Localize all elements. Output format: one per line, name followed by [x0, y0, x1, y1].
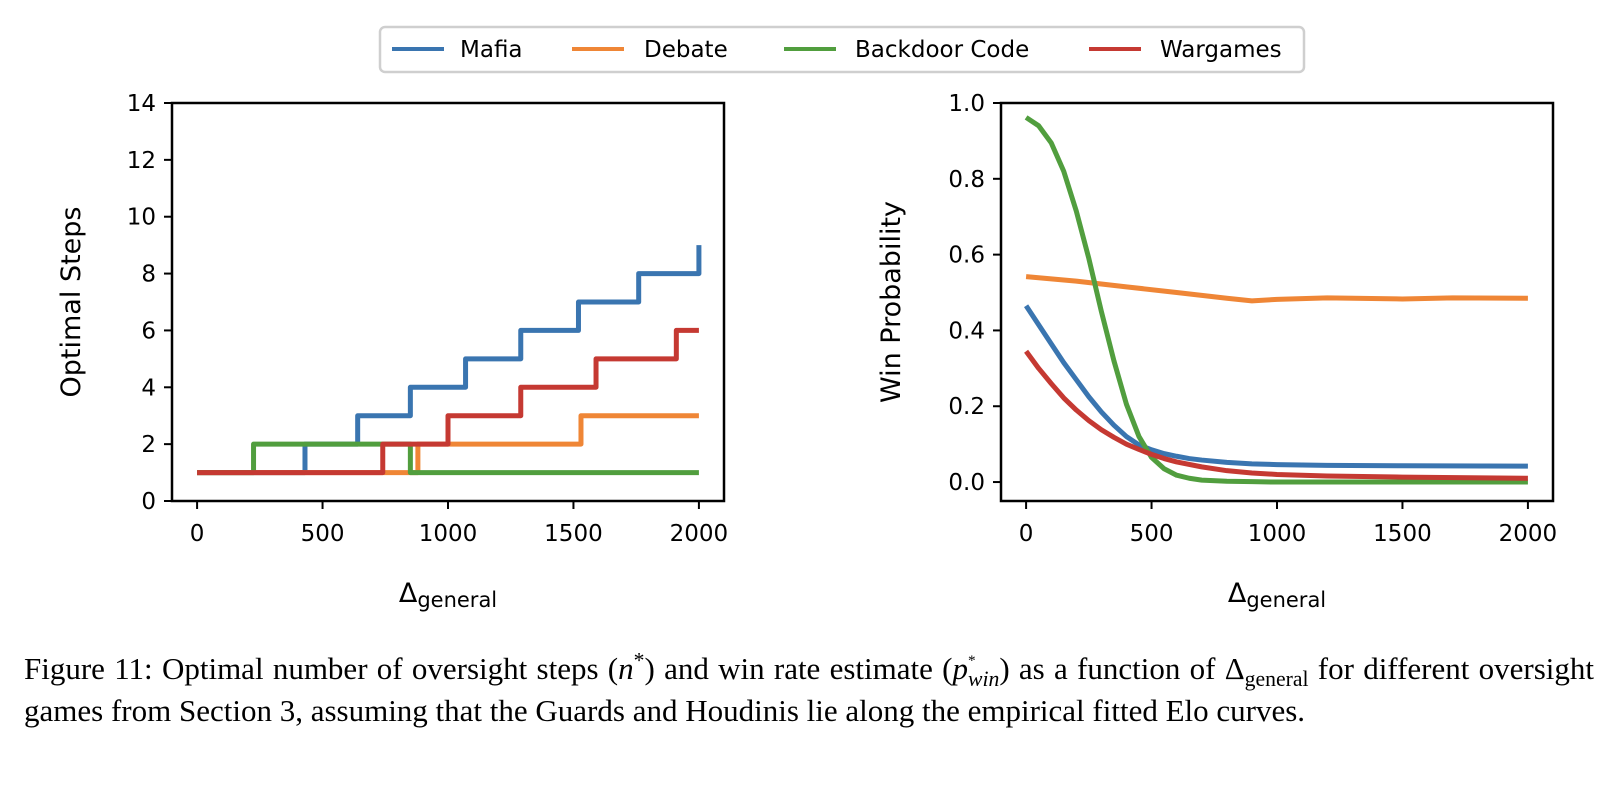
- legend-frame: [378, 25, 1306, 74]
- y-tick-label: 0.6: [948, 243, 985, 269]
- x-tick-label: 2000: [670, 521, 729, 547]
- y-tick-label: 8: [141, 262, 156, 288]
- x-axis-label-main: Δ: [1228, 578, 1247, 609]
- y-ticks: 0 2 4 6 8 10 12 14: [127, 91, 172, 515]
- x-ticks: 0 500 1000 1500 2000: [190, 501, 728, 547]
- y-tick-label: 10: [127, 205, 156, 231]
- y-tick-label: 0: [141, 489, 156, 515]
- caption-text-3: ) as a function of: [999, 651, 1216, 686]
- x-tick-label: 0: [190, 521, 205, 547]
- caption-p-sub: win: [967, 666, 1000, 691]
- y-tick-label: 12: [127, 148, 156, 174]
- x-tick-label: 500: [301, 521, 345, 547]
- y-tick-label: 1.0: [948, 91, 985, 117]
- chart-win-probability: 0 500 1000 1500 2000 0.0 0.2 0.4 0.6 0.8 1.0 Δgen…: [876, 91, 1557, 612]
- series-line-wargames: [1024, 349, 1528, 481]
- x-axis-label-sub: general: [1246, 588, 1326, 612]
- y-axis-label: Optimal Steps: [56, 207, 87, 398]
- legend-label-mafia: Mafia: [460, 37, 523, 63]
- caption-label: Figure 11:: [24, 651, 153, 686]
- legend-entry-wargames: Wargames: [1089, 37, 1282, 63]
- y-tick-label: 2: [141, 432, 156, 458]
- y-tick-label: 0.2: [948, 394, 985, 420]
- legend-entry-mafia: Mafia: [392, 37, 523, 63]
- caption-text-4: for different oversight games from Secti…: [24, 651, 1594, 729]
- chart-optimal-steps: 0 500 1000 1500 2000 0 2 4 6 8 10 12 14 Δgeneral Op…: [56, 91, 728, 612]
- y-axis-label: Win Probability: [876, 201, 907, 403]
- plot-frame: [999, 101, 1555, 503]
- x-axis-label: Δgeneral: [1228, 578, 1326, 612]
- x-tick-label: 1000: [419, 521, 478, 547]
- x-axis-label-sub: general: [417, 588, 497, 612]
- series-layer: [1024, 115, 1528, 485]
- x-ticks: 0 500 1000 1500 2000: [1019, 501, 1557, 547]
- y-tick-label: 14: [127, 91, 156, 117]
- legend: Mafia Debate Backdoor Code Wargames: [378, 25, 1306, 74]
- caption-text-1: Optimal number of oversight steps (: [161, 651, 619, 686]
- y-ticks: 0.0 0.2 0.4 0.6 0.8 1.0: [948, 91, 1001, 496]
- caption-p-star: *: [967, 652, 976, 670]
- y-tick-label: 0.4: [948, 318, 985, 344]
- series-line-mafia: [1024, 304, 1528, 469]
- x-tick-label: 1500: [1373, 521, 1432, 547]
- legend-label-backdoor-code: Backdoor Code: [855, 37, 1029, 63]
- series-line-debate: [1025, 274, 1528, 304]
- x-tick-label: 2000: [1499, 521, 1558, 547]
- series-line-wargames: [197, 327, 699, 476]
- x-axis-label-main: Δ: [399, 578, 418, 609]
- x-axis-label: Δgeneral: [399, 578, 497, 612]
- y-tick-label: 6: [141, 318, 156, 344]
- y-tick-label: 0.8: [948, 167, 985, 193]
- caption-n-var: n: [618, 651, 634, 686]
- caption-p-var: p: [952, 651, 968, 686]
- series-line-backdoor-code: [1024, 115, 1528, 485]
- y-tick-label: 4: [141, 375, 156, 401]
- x-tick-label: 1000: [1248, 521, 1307, 547]
- figure: Mafia Debate Backdoor Code Wargames 0 500…: [56, 25, 1557, 612]
- x-tick-label: 500: [1130, 521, 1174, 547]
- series-layer: [197, 245, 702, 476]
- caption-n-star: *: [633, 648, 645, 673]
- legend-label-debate: Debate: [644, 37, 728, 63]
- caption-text-2: ) and win rate estimate (: [644, 651, 953, 686]
- y-tick-label: 0.0: [948, 470, 985, 496]
- legend-entry-backdoor-code: Backdoor Code: [784, 37, 1029, 63]
- legend-label-wargames: Wargames: [1160, 37, 1282, 63]
- caption-delta-sub: general: [1244, 667, 1309, 692]
- series-line-backdoor-code: [197, 441, 699, 476]
- x-tick-label: 0: [1019, 521, 1034, 547]
- legend-entry-debate: Debate: [572, 37, 728, 63]
- caption-delta: Δ: [1224, 651, 1245, 686]
- figure-caption: Figure 11: Optimal number of oversight s…: [24, 648, 1594, 732]
- x-tick-label: 1500: [544, 521, 603, 547]
